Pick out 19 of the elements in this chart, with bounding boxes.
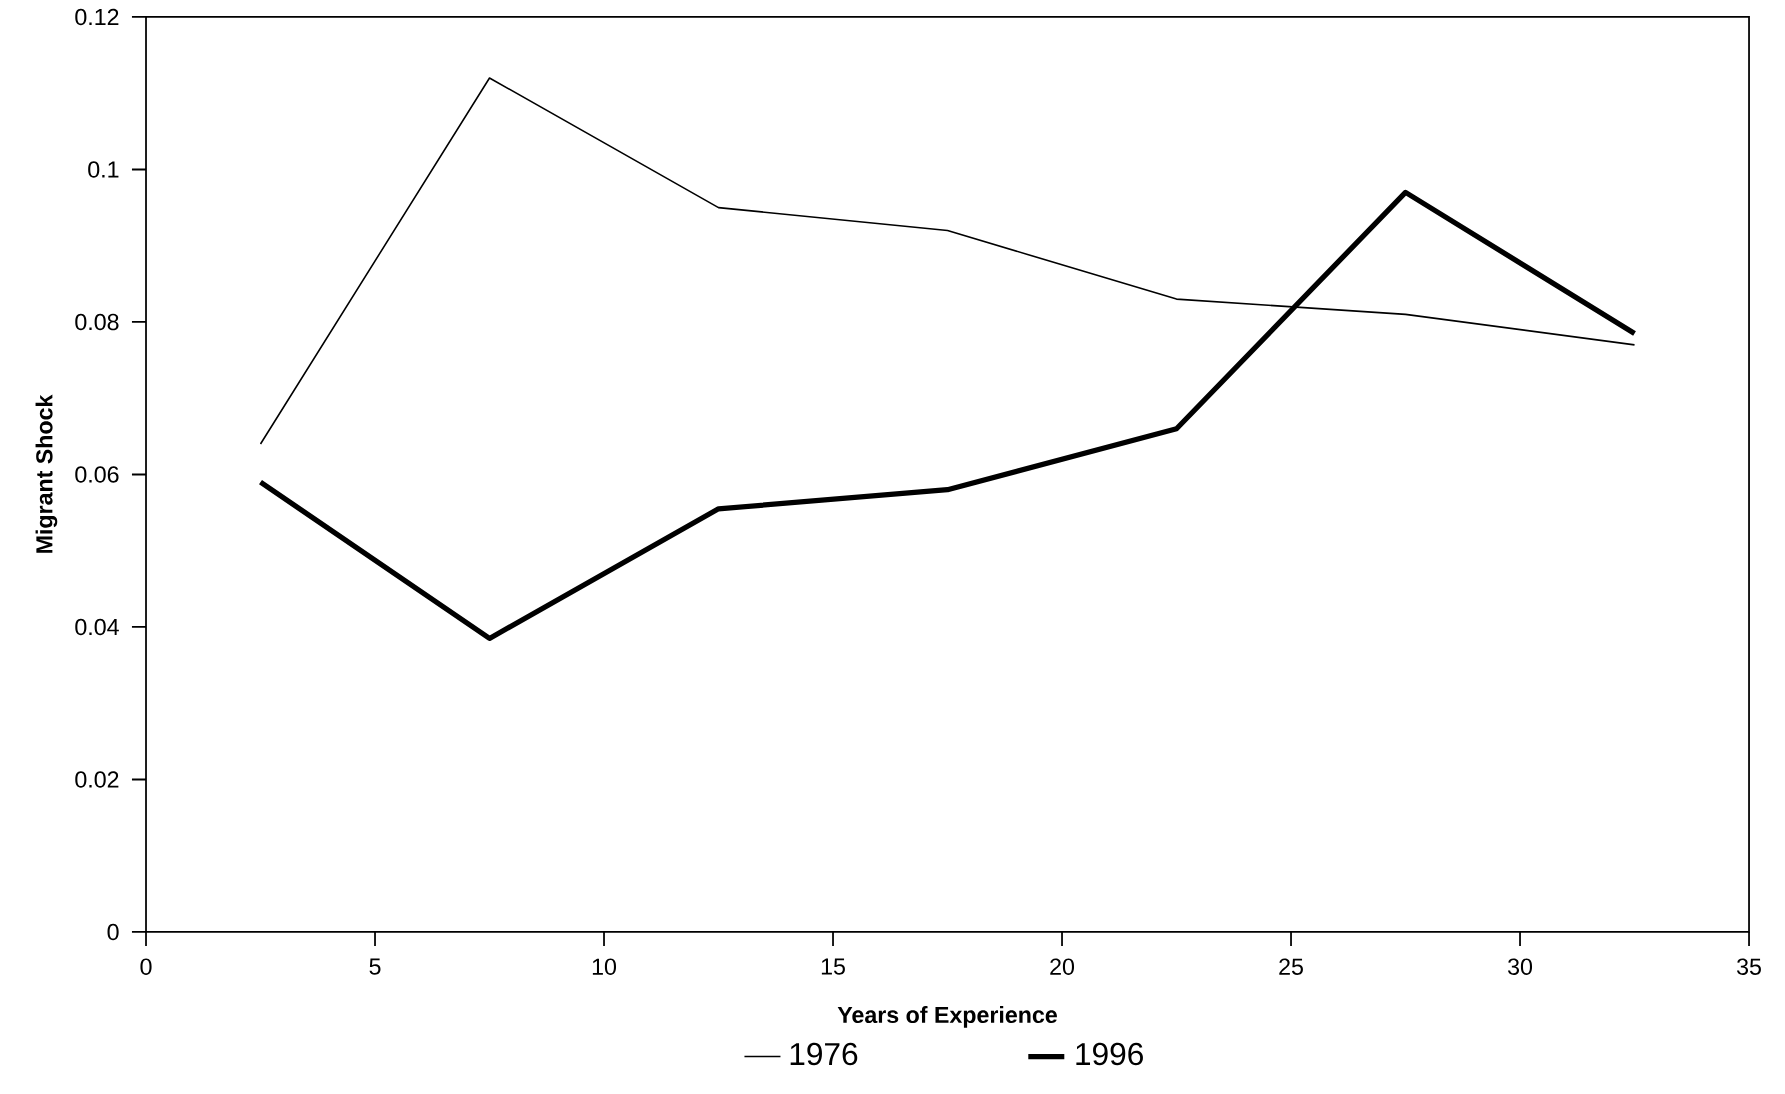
y-tick-label: 0: [107, 923, 119, 941]
x-tick-label: 20: [1050, 958, 1075, 975]
x-tick-label: 25: [1279, 958, 1303, 975]
legend-label: 1996: [1076, 1042, 1143, 1066]
x-tick-label: 0: [140, 958, 152, 975]
y-tick-label: 0.02: [75, 771, 119, 788]
y-tick-label: 0.12: [75, 8, 119, 26]
x-tick-label: 30: [1508, 958, 1533, 975]
x-tick-label: 35: [1737, 958, 1761, 975]
x-tick-label: 15: [821, 958, 845, 975]
y-axis-title: Migrant Shock: [35, 394, 58, 553]
y-tick-label: 0.06: [75, 466, 119, 483]
y-tick-label: 0.1: [88, 161, 119, 178]
x-axis-title: Years of Experience: [837, 1006, 1057, 1028]
legend-label: 1976: [790, 1042, 858, 1066]
x-tick-label: 10: [592, 958, 617, 975]
y-tick-label: 0.08: [75, 313, 119, 331]
y-tick-label: 0.04: [75, 618, 119, 636]
x-tick-label: 5: [369, 958, 381, 975]
